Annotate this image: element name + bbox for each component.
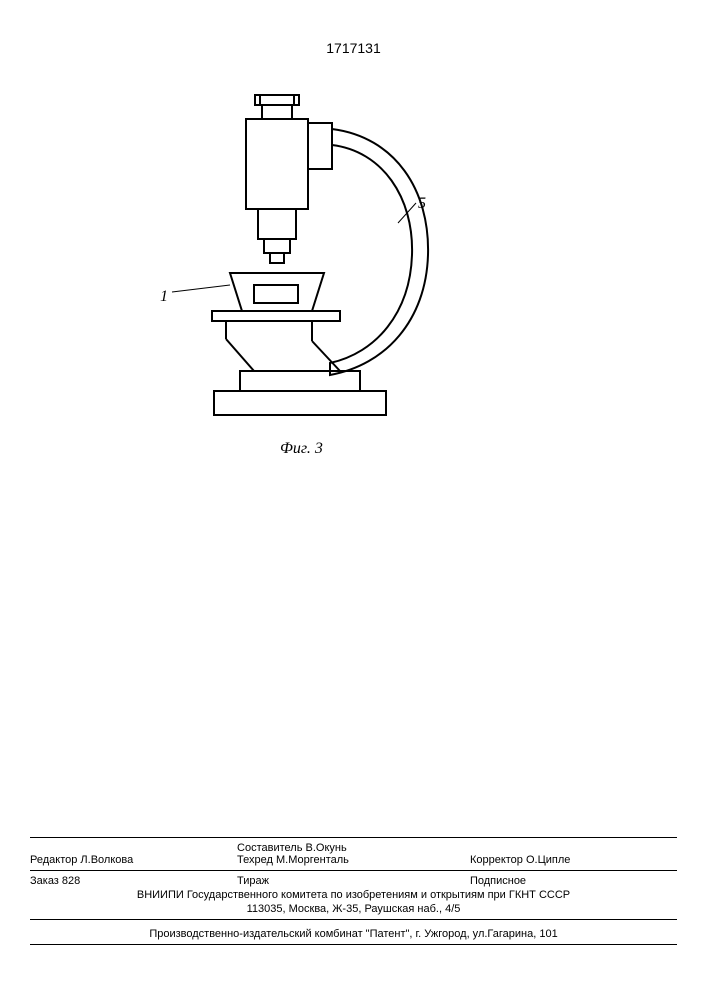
compiler-label: Составитель — [237, 842, 302, 854]
footer-printer-row: Производственно-издательский комбинат "П… — [30, 920, 677, 945]
corrector-label: Корректор — [470, 854, 523, 866]
subscription-label: Подписное — [470, 875, 677, 887]
figure-caption: Фиг. 3 — [280, 440, 323, 458]
org-line1: ВНИИПИ Государственного комитета по изоб… — [30, 889, 677, 901]
footer-order-row: Заказ 828 Тираж Подписное ВНИИПИ Государ… — [30, 871, 677, 920]
footer-block: Редактор Л.Волкова Составитель В.Окунь Т… — [30, 837, 677, 945]
corrector-name: О.Ципле — [526, 854, 570, 866]
techred-name: М.Моргенталь — [276, 854, 349, 866]
techred-label: Техред — [237, 854, 273, 866]
order-number: 828 — [62, 875, 80, 887]
editor-label: Редактор — [30, 854, 77, 866]
footer-credits-row: Редактор Л.Волкова Составитель В.Окунь Т… — [30, 837, 677, 871]
callout-ref-5: 5 — [418, 195, 426, 213]
order-label: Заказ — [30, 875, 59, 887]
circulation-label: Тираж — [237, 875, 470, 887]
org-line2: 113035, Москва, Ж-35, Раушская наб., 4/5 — [30, 903, 677, 915]
printer-line: Производственно-издательский комбинат "П… — [149, 928, 557, 940]
page-number: 1717131 — [326, 40, 381, 56]
microscope-figure — [180, 95, 480, 445]
compiler-name: В.Окунь — [306, 842, 347, 854]
callout-ref-1: 1 — [160, 288, 168, 306]
editor-name: Л.Волкова — [80, 854, 133, 866]
